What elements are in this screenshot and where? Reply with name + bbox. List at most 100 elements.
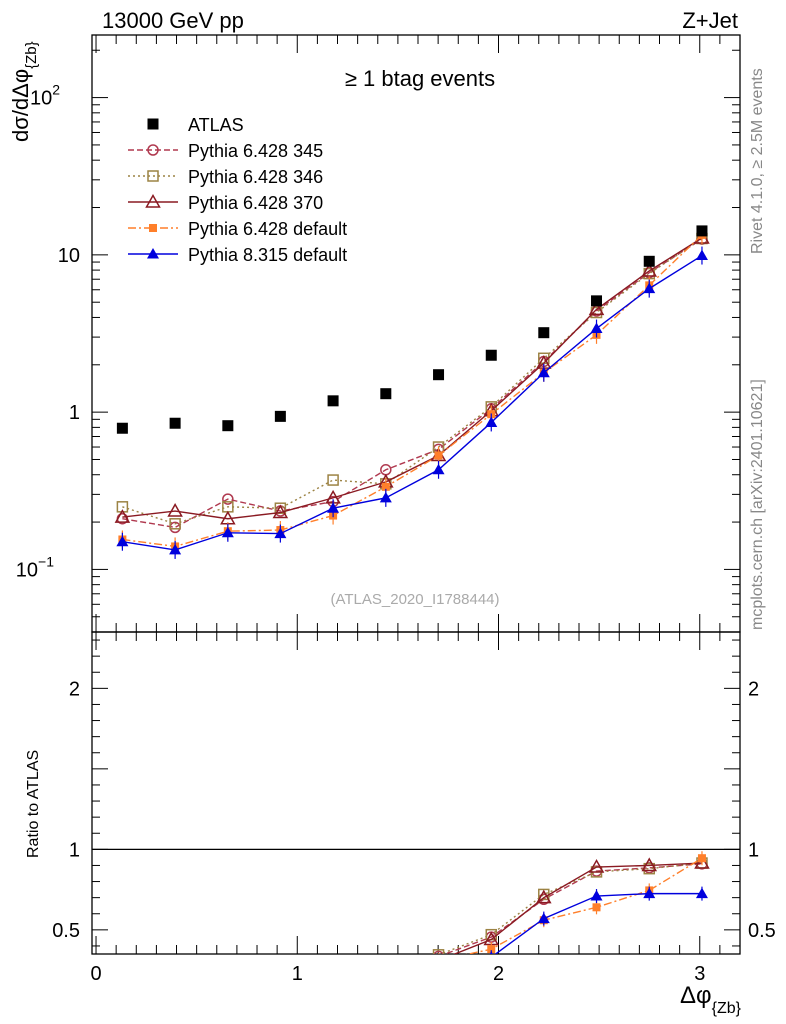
data-point-p370 (641, 262, 658, 277)
ratio-point-p8def (537, 912, 550, 924)
series-p8def (116, 246, 708, 559)
data-point-atlas (116, 422, 128, 434)
data-point-atlas (538, 327, 550, 339)
x-tick-label: 2 (493, 963, 504, 985)
data-point-atlas (643, 255, 655, 267)
ratio-point-p8def (433, 964, 445, 975)
legend-marker-p345 (147, 144, 159, 156)
legend-label: Pythia 6.428 default (188, 219, 347, 239)
data-point-p8def (643, 282, 656, 294)
ratio-series-p8def (433, 886, 708, 975)
x-tick-label: 0 (90, 963, 101, 985)
ratio-y-axis-title: Ratio to ATLAS (25, 750, 42, 858)
ratio-point-p6def (435, 956, 443, 964)
ratio-point-p370 (588, 859, 605, 873)
data-point-p346 (327, 474, 339, 486)
series-line-p345 (122, 238, 703, 529)
data-point-p8def (274, 527, 287, 539)
legend-entry-p370: Pythia 6.428 370 (128, 193, 323, 213)
data-point-p8def (695, 249, 708, 261)
data-point-atlas (433, 369, 445, 381)
legend-marker-p6def (149, 224, 157, 232)
legend-entry-p345: Pythia 6.428 345 (128, 141, 323, 161)
ratio-y-tick-label-right: 2 (748, 678, 759, 700)
data-point-p346 (169, 518, 181, 530)
legend-label: Pythia 6.428 345 (188, 141, 323, 161)
ratio-y-tick-label-right: 0.5 (748, 920, 776, 942)
data-point-p370 (588, 301, 605, 316)
ratio-line-p8def (494, 892, 702, 954)
ratio-point-p345 (433, 950, 444, 954)
data-point-atlas (591, 295, 603, 307)
x-axis-title: Δφ{Zb} (680, 982, 742, 1017)
legend-marker-p8def (147, 248, 159, 259)
data-point-p370 (167, 503, 183, 517)
series-p370 (114, 229, 710, 525)
data-point-atlas (485, 349, 497, 361)
main-y-tick-label: 102 (30, 82, 60, 110)
legend: ATLAS Pythia 6.428 345 Pythia 6.428 346 Pyt… (128, 115, 347, 265)
legend-marker-atlas (147, 118, 159, 130)
x-tick-label: 3 (694, 963, 705, 985)
data-point-p8def (590, 322, 603, 334)
data-point-p8def (327, 502, 340, 513)
data-point-atlas (696, 225, 708, 237)
data-point-p370 (114, 509, 131, 523)
ratio-series-p6def (435, 851, 706, 964)
data-point-atlas (274, 410, 286, 422)
series-atlas (116, 225, 708, 434)
data-point-p8def (432, 463, 445, 475)
data-point-p8def (379, 491, 392, 503)
legend-entry-atlas: ATLAS (147, 115, 244, 135)
legend-marker-p370 (145, 193, 161, 208)
side-label-mcplots: mcplots.cern.ch [arXiv:2401.10621] (749, 379, 766, 630)
legend-entry-p8def: Pythia 8.315 default (128, 245, 347, 265)
ratio-point-p6def (697, 854, 706, 863)
y-axis-title: dσ/dΔφ{Zb} (8, 41, 40, 142)
series-line-p8def (122, 254, 703, 551)
ratio-line-p346 (438, 862, 703, 954)
main-y-tick-label: 10−1 (16, 553, 54, 581)
ratio-plot-frame (91, 631, 741, 955)
ratio-point-p8def (643, 887, 656, 899)
ratio-point-p8def (489, 951, 493, 954)
data-point-p8def (221, 526, 234, 538)
legend-label: ATLAS (188, 115, 244, 135)
tick-labels: 10−1 1 10 102 0.5 0.5 1 1 2 2 0 1 2 3 (16, 82, 776, 985)
series-p6def (118, 225, 706, 556)
ratio-point-p370 (641, 857, 658, 872)
data-point-p6def (381, 482, 390, 491)
main-y-tick-label: 10 (58, 245, 80, 267)
axis-ticks (92, 35, 741, 954)
data-point-atlas (380, 388, 392, 400)
ratio-point-p6def (487, 945, 496, 954)
ratio-y-tick-label: 2 (69, 678, 80, 700)
data-point-p6def (434, 451, 443, 460)
data-point-atlas (327, 395, 339, 407)
legend-entry-p346: Pythia 6.428 346 (128, 167, 323, 187)
data-point-atlas (169, 417, 181, 429)
legend-label: Pythia 6.428 370 (188, 193, 323, 213)
data-point-p345 (222, 493, 234, 505)
ratio-point-p6def (592, 903, 601, 912)
main-y-tick-label: 1 (69, 402, 80, 424)
data-point-atlas (222, 420, 234, 432)
ratio-y-tick-label: 1 (69, 839, 80, 861)
data-point-p8def (116, 535, 129, 547)
chart-title: ≥ 1 btag events (345, 66, 495, 91)
main-series (114, 225, 710, 559)
series-p345 (116, 233, 708, 534)
header-right-label: Z+Jet (682, 8, 738, 33)
ratio-series (432, 851, 710, 975)
ratio-point-p8def (695, 887, 708, 899)
ratio-line-p6def (465, 857, 703, 954)
ratio-line-p370 (452, 862, 702, 954)
header-left-label: 13000 GeV pp (102, 8, 244, 33)
data-point-p8def (169, 543, 182, 555)
ratio-point-p346 (432, 949, 445, 954)
ratio-series-p370 (437, 855, 710, 954)
ratio-point-p370 (437, 952, 440, 954)
series-line-p6def (122, 234, 703, 548)
data-point-p370 (272, 504, 289, 519)
